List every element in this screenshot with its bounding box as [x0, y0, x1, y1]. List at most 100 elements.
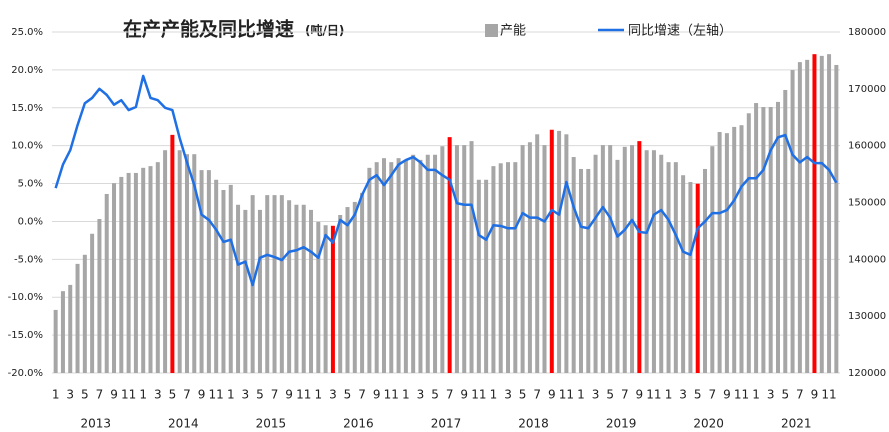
- x-tick-label: 11: [296, 388, 311, 402]
- bar: [578, 168, 583, 373]
- x-tick-label: 1: [490, 388, 498, 402]
- x-tick-label: 7: [533, 388, 541, 402]
- year-label: 2015: [256, 417, 287, 431]
- x-tick-label: 5: [606, 388, 614, 402]
- y2-tick-label: 140000: [848, 254, 886, 265]
- bar: [469, 141, 474, 373]
- x-tick-label: 5: [519, 388, 527, 402]
- x-tick-label: 5: [781, 388, 789, 402]
- bar: [236, 204, 241, 373]
- bar: [82, 254, 87, 373]
- bar: [739, 125, 744, 373]
- bar: [214, 179, 219, 373]
- bar: [228, 184, 233, 373]
- bar: [75, 263, 80, 373]
- bar: [97, 218, 102, 373]
- x-tick-label: 3: [592, 388, 600, 402]
- x-tick-label: 11: [821, 388, 836, 402]
- bar: [323, 225, 328, 373]
- bar: [644, 150, 649, 373]
- bar: [433, 154, 438, 373]
- x-tick-label: 1: [52, 388, 60, 402]
- x-tick-label: 5: [431, 388, 439, 402]
- bar: [491, 166, 496, 373]
- bar: [279, 195, 284, 373]
- bar: [126, 172, 131, 373]
- y-tick-label: 20.0%: [11, 65, 43, 76]
- x-tick-label: 9: [636, 388, 644, 402]
- x-tick-label: 9: [198, 388, 206, 402]
- y2-tick-label: 120000: [848, 368, 886, 379]
- y2-tick-label: 160000: [848, 141, 886, 152]
- bar: [805, 59, 810, 374]
- bar: [338, 215, 343, 373]
- x-tick-label: 3: [329, 388, 337, 402]
- bar: [221, 189, 226, 373]
- bar: [783, 89, 788, 373]
- bar: [637, 141, 642, 373]
- bar: [396, 158, 401, 373]
- bar: [586, 168, 591, 373]
- bar: [206, 170, 211, 373]
- x-tick-label: 9: [110, 388, 118, 402]
- year-label: 2019: [606, 417, 637, 431]
- bar: [673, 162, 678, 373]
- legend-swatch: [485, 24, 498, 37]
- x-tick-label: 3: [417, 388, 425, 402]
- bar: [272, 195, 277, 373]
- chart-title: 在产产能及同比增速: [123, 18, 294, 41]
- x-tick-label: 7: [271, 388, 279, 402]
- bar: [622, 146, 627, 373]
- x-tick-label: 11: [559, 388, 574, 402]
- year-label: 2021: [781, 417, 812, 431]
- year-label: 2016: [343, 417, 374, 431]
- bar: [104, 193, 109, 373]
- y2-tick-label: 180000: [848, 27, 886, 38]
- bar: [724, 133, 729, 373]
- bar: [309, 209, 314, 373]
- x-tick-label: 11: [734, 388, 749, 402]
- x-tick-label: 1: [752, 388, 760, 402]
- bar: [155, 162, 160, 373]
- year-label: 2017: [431, 417, 462, 431]
- x-tick-label: 5: [256, 388, 264, 402]
- x-tick-label: 7: [96, 388, 104, 402]
- x-tick-label: 5: [81, 388, 89, 402]
- bar: [549, 129, 554, 373]
- legend-label: 产能: [500, 24, 526, 39]
- bar: [287, 200, 292, 373]
- y-tick-label: 0.0%: [18, 216, 43, 227]
- x-tick-label: 9: [460, 388, 468, 402]
- y-tick-label: -5.0%: [14, 254, 43, 265]
- y-tick-label: 15.0%: [11, 103, 43, 114]
- x-tick-label: 7: [446, 388, 454, 402]
- x-tick-label: 3: [504, 388, 512, 402]
- bar: [265, 195, 270, 373]
- bar: [68, 284, 73, 373]
- bar: [812, 54, 817, 373]
- x-tick-label: 7: [621, 388, 629, 402]
- bar: [199, 170, 204, 373]
- bar: [301, 204, 306, 373]
- bar: [600, 145, 605, 373]
- bar: [681, 175, 686, 373]
- x-tick-label: 1: [402, 388, 410, 402]
- bar: [761, 107, 766, 374]
- y-tick-label: -20.0%: [8, 368, 43, 379]
- bar: [148, 166, 153, 373]
- year-label: 2020: [693, 417, 724, 431]
- legend-label: 同比增速（左轴）: [628, 24, 732, 39]
- bar: [389, 162, 394, 373]
- bar: [184, 154, 189, 373]
- bar: [557, 130, 562, 373]
- bar: [827, 54, 832, 373]
- bar: [819, 55, 824, 374]
- bar: [710, 146, 715, 373]
- bar: [498, 163, 503, 373]
- bar: [790, 70, 795, 373]
- x-tick-label: 3: [66, 388, 74, 402]
- bar: [381, 158, 386, 373]
- bar: [374, 162, 379, 373]
- y2-tick-label: 170000: [848, 84, 886, 95]
- x-tick-label: 5: [344, 388, 352, 402]
